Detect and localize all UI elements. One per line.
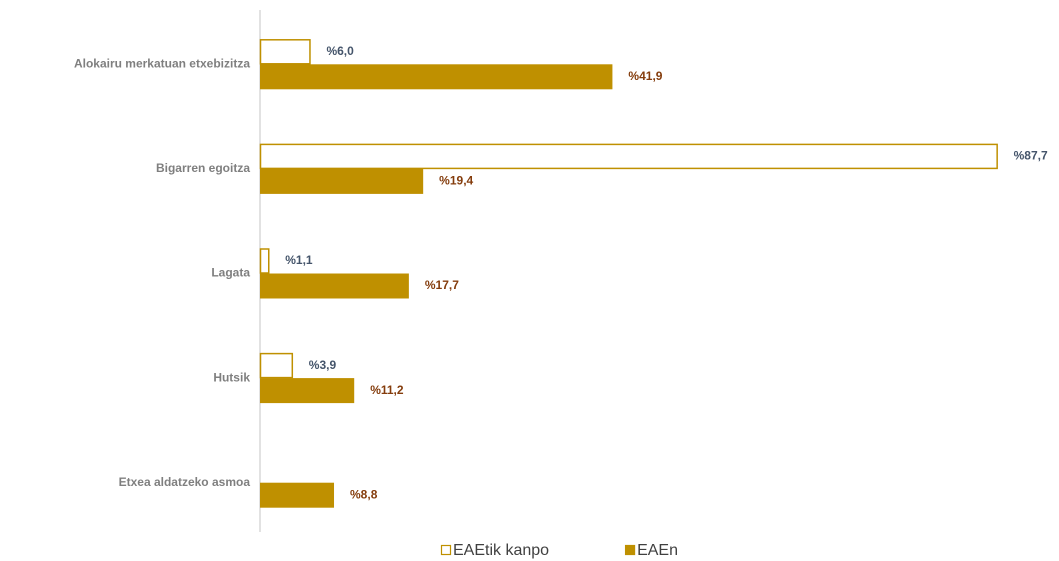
value-label: %3,9 (309, 358, 337, 372)
value-label: %87,7 (1014, 149, 1048, 163)
category-label: Etxea aldatzeko asmoa (119, 475, 251, 489)
bar (259, 352, 294, 379)
value-label: %41,9 (628, 69, 662, 83)
legend-label: EAEtik kanpo (453, 542, 549, 559)
value-label: %8,8 (350, 487, 378, 501)
bar (259, 143, 998, 170)
legend-label: EAEn (637, 542, 678, 559)
bar (259, 39, 311, 65)
value-label: %11,2 (370, 383, 404, 397)
value-label: %19,4 (439, 174, 473, 188)
category-label: Alokairu merkatuan etxebizitza (74, 56, 250, 70)
value-label: %17,7 (425, 278, 459, 292)
category-label: Hutsik (213, 370, 250, 384)
value-label: %6,0 (326, 44, 354, 58)
bar (260, 168, 424, 194)
category-label: Lagata (211, 266, 250, 280)
category-label: Bigarren egoitza (156, 161, 250, 175)
legend-swatch (440, 544, 452, 556)
bar (259, 248, 270, 274)
bar (260, 273, 409, 299)
value-label: %1,1 (285, 253, 313, 267)
bar (260, 378, 355, 404)
bar (260, 64, 613, 90)
legend-swatch (624, 544, 636, 556)
bar (260, 482, 335, 508)
